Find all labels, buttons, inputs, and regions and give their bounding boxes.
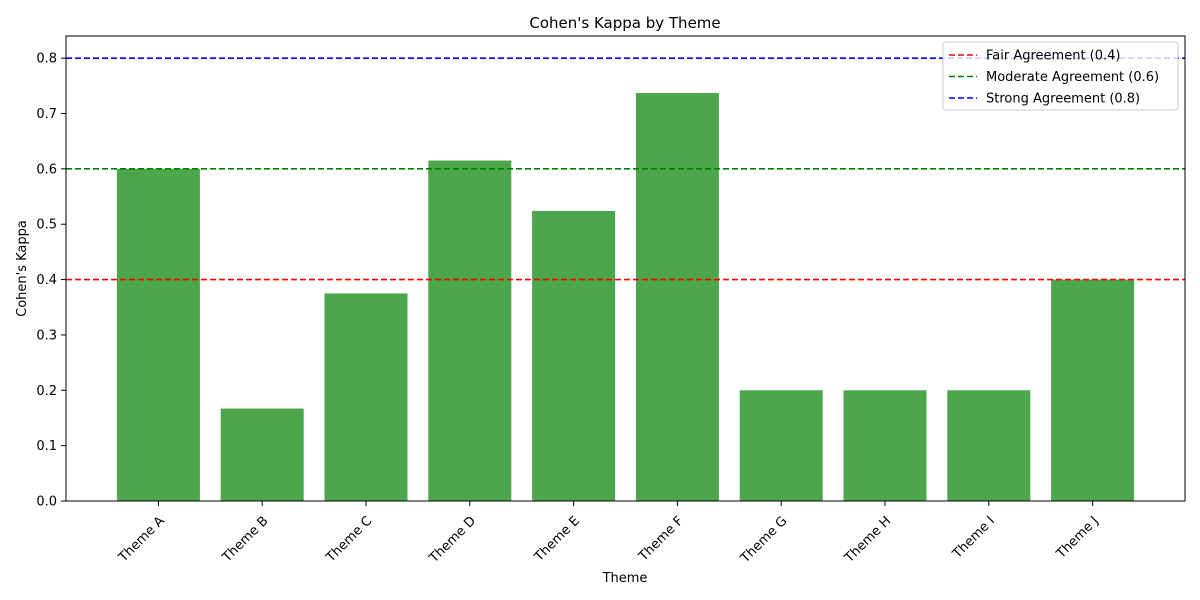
bar-theme-e [532,210,616,501]
y-tick-label: 0.2 [36,384,57,399]
y-tick-label: 0.7 [36,107,57,122]
x-tick-label: Theme C [323,514,375,566]
x-tick-label: Theme H [841,514,894,567]
x-axis: Theme A Theme B Theme C Theme D Theme E Theme… [115,501,1102,567]
x-axis-title: Theme [602,571,648,586]
legend-box [942,41,1179,111]
x-tick-label: Theme G [737,514,790,567]
y-tick-label: 0.5 [36,218,57,233]
bar-theme-g [739,390,823,501]
chart-title: Cohen's Kappa by Theme [529,14,720,32]
bar-theme-f [635,93,719,502]
x-tick-label: Theme A [115,514,167,566]
legend-label: Moderate Agreement (0.6) [986,70,1159,85]
x-tick-label: Theme B [219,514,271,566]
y-axis-title: Cohen's Kappa [15,220,30,317]
x-tick-label: Theme F [635,514,686,565]
legend: Fair Agreement (0.4) Moderate Agreement (… [942,41,1179,111]
x-tick-label: Theme J [1053,514,1102,563]
legend-label: Strong Agreement (0.8) [986,92,1140,107]
plot-frame [65,35,1186,502]
x-tick-label: Theme I [949,514,998,563]
bar-theme-c [324,293,408,501]
y-tick-label: 0.4 [36,273,57,288]
x-tick-label: Theme D [426,514,479,567]
y-tick-label: 0.6 [36,162,57,177]
bar-theme-h [843,390,927,501]
bar-theme-j [1051,279,1135,501]
bar-theme-i [947,390,1031,501]
y-axis: 0.0 0.1 0.2 0.3 0.4 0.5 0.6 0.7 0.8 [36,52,66,510]
y-tick-label: 0.0 [36,495,57,510]
bar-theme-b [220,408,304,501]
bar-theme-a [116,168,200,501]
bar-theme-d [428,160,512,501]
legend-label: Fair Agreement (0.4) [986,49,1121,64]
y-tick-label: 0.3 [36,328,57,343]
y-tick-label: 0.1 [36,439,57,454]
y-tick-label: 0.8 [36,52,57,67]
x-tick-label: Theme E [531,514,583,566]
bars-layer [116,93,1135,502]
